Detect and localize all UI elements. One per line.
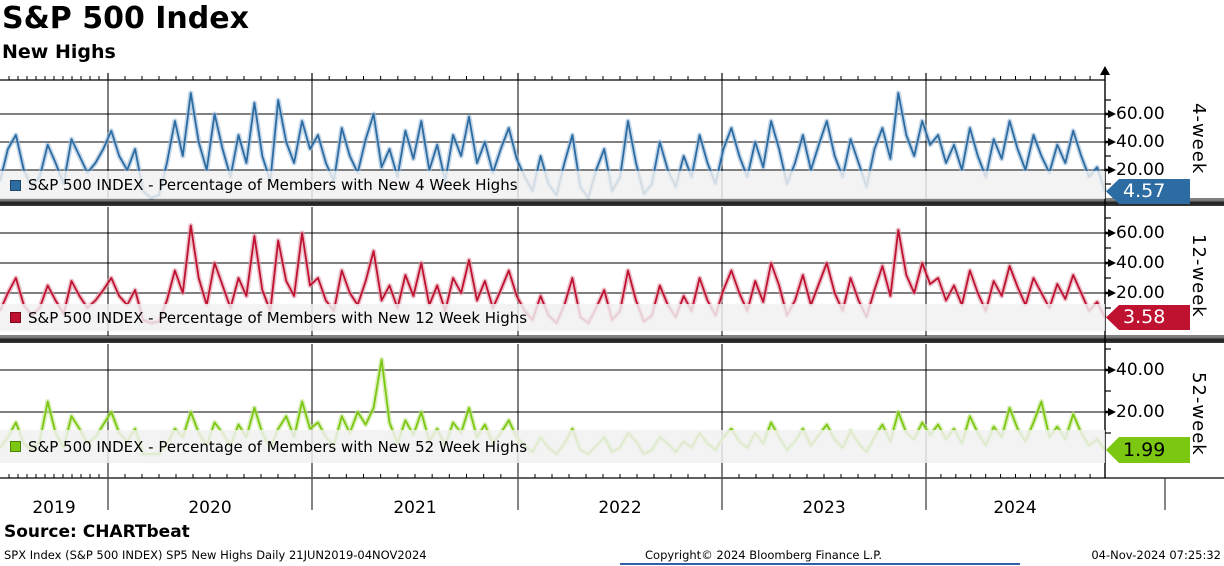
- x-axis-year-label: 2019: [32, 498, 76, 518]
- axis-tick-arrow-icon: [1105, 366, 1116, 374]
- footer-timestamp: 04-Nov-2024 07:25:32: [1091, 548, 1221, 562]
- last-value-tag-12-week: 3.58: [1106, 305, 1190, 330]
- axis-tick-arrow-icon: [1105, 229, 1116, 237]
- panel-separator: [0, 200, 1224, 206]
- panel-separator: [0, 337, 1224, 343]
- footer-underline: [620, 563, 1020, 565]
- legend-4-week: S&P 500 INDEX - Percentage of Members wi…: [0, 171, 1105, 199]
- x-axis-year-label: 2024: [993, 498, 1037, 518]
- axis-tick-arrow-icon: [1105, 138, 1116, 146]
- legend-label-4-week: S&P 500 INDEX - Percentage of Members wi…: [28, 176, 518, 194]
- axis-tick-arrow-icon: [1105, 408, 1116, 416]
- panel-label-52-week: 52-week: [1188, 372, 1209, 456]
- axis-tick-arrow-icon: [1105, 166, 1116, 174]
- legend-12-week: S&P 500 INDEX - Percentage of Members wi…: [0, 304, 1105, 331]
- x-axis-year-label: 2023: [802, 498, 846, 518]
- panel-label-4-week: 4-week: [1188, 103, 1209, 175]
- y-tick-label: 20.00: [1116, 402, 1165, 422]
- axis-tick-arrow-icon: [1105, 259, 1116, 267]
- y-tick-label: 60.00: [1116, 223, 1165, 243]
- footer-copyright: Copyright© 2024 Bloomberg Finance L.P.: [645, 548, 882, 562]
- legend-52-week: S&P 500 INDEX - Percentage of Members wi…: [0, 430, 1105, 463]
- page-title: S&P 500 Index: [2, 1, 249, 36]
- legend-marker-12-week-icon: [10, 312, 21, 323]
- source-line: Source: CHARTbeat: [4, 522, 190, 542]
- x-axis-year-label: 2021: [393, 498, 437, 518]
- axis-tick-arrow-icon: [1105, 289, 1116, 297]
- panel-label-12-week: 12-week: [1188, 234, 1209, 318]
- axis-tick-arrow-icon: [1105, 110, 1116, 118]
- axis-up-arrow-icon: [1100, 66, 1110, 75]
- legend-label-12-week: S&P 500 INDEX - Percentage of Members wi…: [28, 308, 528, 327]
- last-value-tag-4-week: 4.57: [1106, 179, 1190, 204]
- x-axis-year-label: 2020: [188, 498, 232, 518]
- y-tick-label: 40.00: [1116, 360, 1165, 380]
- legend-marker-52-week-icon: [10, 441, 21, 452]
- legend-label-52-week: S&P 500 INDEX - Percentage of Members wi…: [28, 437, 528, 456]
- last-value-tag-52-week: 1.99: [1106, 437, 1190, 463]
- y-tick-label: 40.00: [1116, 132, 1165, 152]
- page-subtitle: New Highs: [2, 41, 116, 63]
- y-tick-label: 20.00: [1116, 283, 1165, 303]
- y-tick-label: 20.00: [1116, 160, 1165, 180]
- footer-security-info: SPX Index (S&P 500 INDEX) SP5 New Highs …: [4, 548, 427, 562]
- y-tick-label: 60.00: [1116, 104, 1165, 124]
- y-tick-label: 40.00: [1116, 253, 1165, 273]
- x-axis-year-label: 2022: [598, 498, 642, 518]
- legend-marker-4-week-icon: [10, 179, 21, 191]
